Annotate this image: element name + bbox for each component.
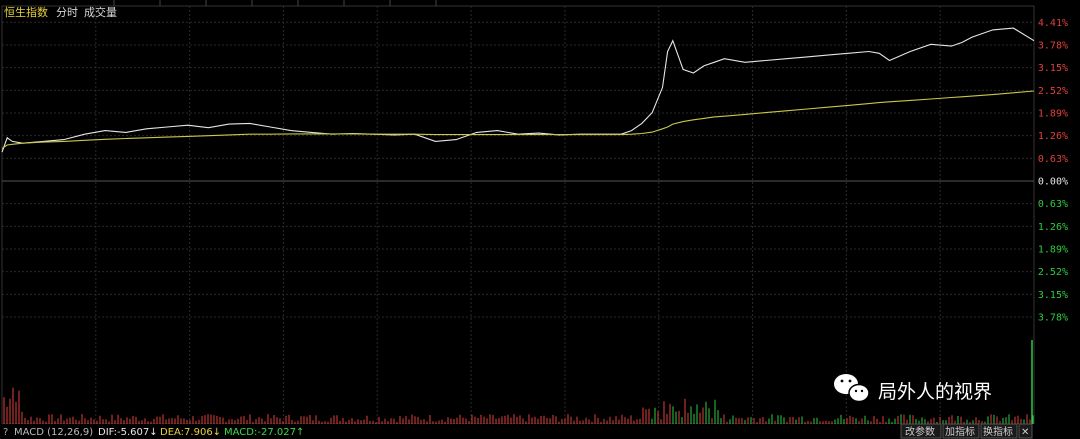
change-params-button[interactable] (900, 423, 942, 439)
y-axis-ticks: 4.41% 3.78% 3.15% 2.52% 1.89% 1.26% 0.63% 0.00%… (1038, 18, 1068, 324)
y-tick-label: 0.63% (1038, 199, 1068, 210)
y-tick-label: 1.26% (1038, 222, 1068, 233)
wechat-icon (834, 374, 870, 403)
macd-dea: DEA:7.906↓ (160, 427, 221, 438)
tab-index-name[interactable]: 恒生指数 (4, 5, 48, 19)
help-button[interactable]: ? (3, 427, 8, 438)
macd-status-bar (0, 424, 1080, 439)
switch-indicator-label: 换指标 (983, 425, 1013, 438)
y-tick-label: 1.26% (1038, 131, 1068, 142)
y-tick-label: 3.15% (1038, 63, 1068, 74)
chart-grid (1, 0, 1035, 425)
y-tick-label: 1.89% (1038, 108, 1068, 119)
y-tick-label: 2.52% (1038, 267, 1068, 278)
macd-dif: DIF:-5.607↓ (98, 427, 158, 438)
y-tick-label: 3.15% (1038, 290, 1068, 301)
tab-intraday[interactable]: 分时 (56, 6, 78, 19)
switch-indicator-button[interactable] (980, 423, 1018, 439)
watermark-text: 局外人的视界 (878, 381, 992, 403)
y-tick-label: 2.52% (1038, 86, 1068, 97)
y-tick-label: 3.78% (1038, 40, 1068, 51)
average-line (1, 90, 1035, 150)
macd-value: MACD:-27.027↑ (224, 427, 304, 438)
macd-histogram (3, 340, 1034, 424)
y-tick-label: 4.41% (1038, 18, 1068, 29)
tab-volume[interactable]: 成交量 (84, 5, 117, 19)
y-tick-label: 3.78% (1038, 313, 1068, 324)
macd-name: MACD (12,26,9) (14, 427, 93, 438)
y-tick-label: 1.89% (1038, 245, 1068, 256)
add-indicator-label: 加指标 (945, 425, 975, 438)
close-indicator-button[interactable] (1018, 423, 1033, 439)
close-icon[interactable]: ✕ (1021, 427, 1029, 438)
y-tick-label: 0.63% (1038, 154, 1068, 165)
change-params-label: 改参数 (905, 425, 935, 438)
y-tick-label: 0.00% (1038, 177, 1068, 188)
chart-series (1, 27, 1035, 153)
add-indicator-button[interactable] (942, 423, 980, 439)
